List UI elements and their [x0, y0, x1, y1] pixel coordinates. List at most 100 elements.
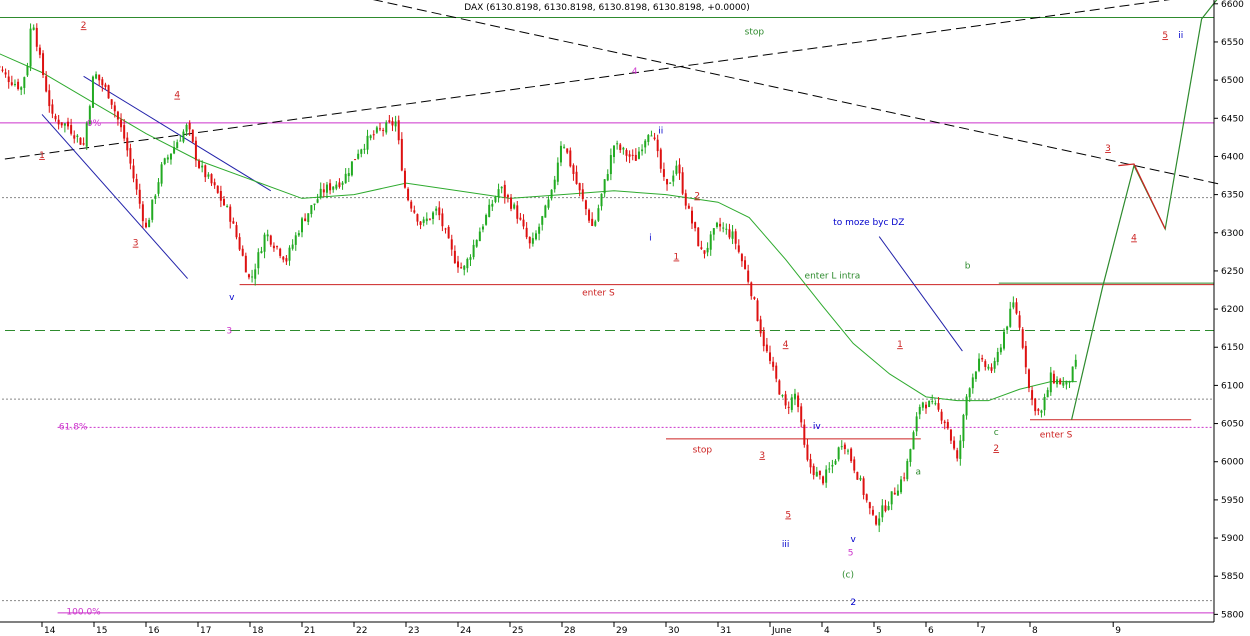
candle-body: [344, 173, 347, 184]
x-tick-label: 14: [44, 626, 56, 636]
wave-label: 4: [1131, 233, 1137, 243]
candle-body: [447, 226, 450, 239]
candle-body: [943, 421, 946, 424]
candle-body: [20, 87, 23, 90]
candle-body: [313, 203, 316, 205]
projection-path-1: [1118, 163, 1166, 230]
candle-body: [647, 135, 650, 142]
candle-body: [715, 222, 718, 227]
candle-body: [1037, 409, 1040, 411]
candle-body: [825, 469, 828, 483]
candle-body: [681, 172, 684, 194]
candle-body: [251, 276, 254, 278]
candle-body: [772, 361, 775, 367]
candle-body: [29, 28, 32, 67]
wave-label: enter S: [1040, 430, 1073, 440]
y-tick-label: 6500: [1221, 76, 1244, 86]
candle-body: [485, 215, 488, 225]
wave-label: ii: [658, 127, 663, 137]
candle-body: [949, 429, 952, 441]
candle-body: [198, 161, 201, 168]
candle-body: [806, 444, 809, 460]
candle-body: [67, 121, 69, 127]
candle-body: [1062, 382, 1065, 386]
candle-body: [896, 490, 899, 496]
candle-body: [703, 250, 706, 254]
candle-body: [338, 182, 341, 187]
y-tick-label: 6300: [1221, 229, 1244, 239]
y-tick-label: 6000: [1221, 458, 1244, 468]
wave-label: v: [229, 293, 235, 303]
candle-body: [1006, 326, 1009, 330]
candle-body: [223, 199, 225, 206]
candle-body: [559, 145, 562, 163]
candle-body: [10, 82, 13, 85]
candle-body: [553, 179, 556, 190]
candle-body: [226, 205, 229, 207]
candle-body: [747, 270, 750, 282]
candle-body: [219, 190, 222, 201]
candle-body: [575, 171, 578, 184]
candle-body: [229, 206, 232, 222]
candle-body: [375, 127, 378, 133]
candle-body: [759, 319, 762, 334]
candle-body: [297, 233, 300, 236]
wave-label: 0%: [87, 119, 102, 129]
chart-title: DAX (6130.8198, 6130.8198, 6130.8198, 61…: [464, 3, 750, 13]
candle-body: [837, 447, 840, 460]
y-tick-label: 6050: [1221, 420, 1244, 430]
candle-body: [135, 178, 138, 190]
y-tick-label: 6200: [1221, 305, 1244, 315]
candle-body: [940, 411, 943, 421]
candle-body: [481, 226, 484, 230]
candle-body: [123, 125, 126, 139]
candle-body: [460, 267, 463, 269]
candle-body: [204, 165, 207, 178]
y-tick-label: 6600: [1221, 0, 1244, 10]
wave-label: i: [649, 233, 652, 243]
candle-body: [535, 233, 537, 240]
candle-body: [519, 217, 522, 220]
x-tick-label: 31: [720, 626, 731, 636]
candle-body: [912, 432, 915, 450]
candle-body: [962, 414, 965, 442]
candle-body: [700, 247, 703, 249]
candle-body: [450, 239, 453, 250]
candle-body: [987, 366, 990, 369]
candle-body: [26, 66, 29, 76]
candle-body: [191, 129, 194, 142]
candle-body: [388, 120, 391, 123]
candle-body: [650, 135, 653, 137]
candle-body: [17, 81, 20, 89]
candle-body: [887, 505, 890, 510]
candle-body: [678, 164, 681, 174]
candle-body: [350, 161, 353, 176]
candle-body: [357, 153, 360, 159]
candle-body: [737, 245, 740, 252]
candle-body: [850, 448, 853, 462]
candle-body: [606, 174, 609, 181]
candle-body: [276, 246, 279, 248]
candle-body: [644, 140, 647, 148]
wave-label: a: [915, 468, 921, 478]
candle-body: [800, 406, 803, 423]
candle-body: [132, 165, 135, 179]
candle-body: [129, 148, 132, 164]
candle-body: [965, 396, 968, 416]
candle-body: [341, 182, 344, 185]
wave-label: 3: [1105, 144, 1111, 154]
candle-body: [613, 145, 615, 158]
candle-body: [931, 401, 934, 403]
candle-body: [834, 460, 837, 465]
candle-body: [687, 205, 690, 209]
candle-body: [1031, 390, 1034, 400]
wave-label: (c): [842, 571, 854, 581]
horizontal-levels: [0, 17, 1214, 614]
candle-body: [868, 502, 871, 509]
candle-body: [974, 371, 977, 379]
candle-body: [1015, 302, 1018, 314]
candle-body: [775, 365, 778, 379]
candle-body: [890, 491, 893, 505]
trend-lines: [0, 0, 1223, 352]
candle-body: [469, 257, 472, 260]
